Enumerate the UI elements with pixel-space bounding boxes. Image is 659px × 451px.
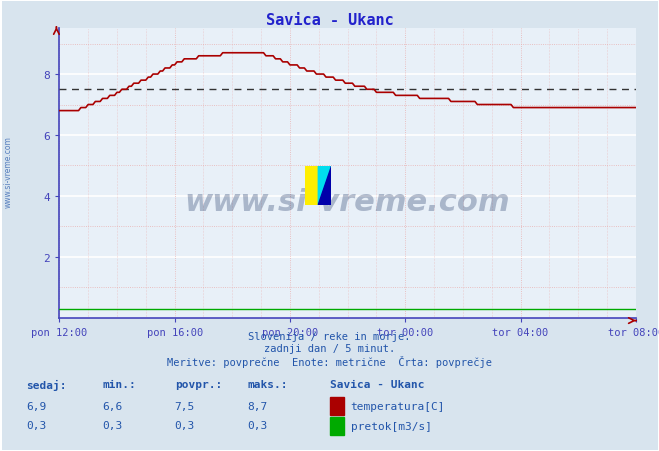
Polygon shape (318, 167, 331, 205)
Text: temperatura[C]: temperatura[C] (351, 401, 445, 411)
Text: zadnji dan / 5 minut.: zadnji dan / 5 minut. (264, 344, 395, 354)
Text: www.si-vreme.com: www.si-vreme.com (185, 188, 511, 217)
Text: 6,6: 6,6 (102, 401, 123, 411)
Text: 0,3: 0,3 (175, 420, 195, 430)
Text: Slovenija / reke in morje.: Slovenija / reke in morje. (248, 331, 411, 341)
Text: min.:: min.: (102, 379, 136, 389)
Text: www.si-vreme.com: www.si-vreme.com (4, 135, 13, 207)
Text: maks.:: maks.: (247, 379, 287, 389)
Polygon shape (318, 167, 331, 205)
Text: sedaj:: sedaj: (26, 379, 67, 390)
Text: 0,3: 0,3 (247, 420, 268, 430)
Text: Savica - Ukanc: Savica - Ukanc (266, 13, 393, 28)
Bar (305, 167, 318, 205)
Text: 8,7: 8,7 (247, 401, 268, 411)
Text: 6,9: 6,9 (26, 401, 47, 411)
Text: pretok[m3/s]: pretok[m3/s] (351, 421, 432, 431)
Text: Savica - Ukanc: Savica - Ukanc (330, 379, 424, 389)
Text: 7,5: 7,5 (175, 401, 195, 411)
Text: 0,3: 0,3 (102, 420, 123, 430)
Text: 0,3: 0,3 (26, 420, 47, 430)
Text: povpr.:: povpr.: (175, 379, 222, 389)
Text: Meritve: povprečne  Enote: metrične  Črta: povprečje: Meritve: povprečne Enote: metrične Črta:… (167, 355, 492, 367)
